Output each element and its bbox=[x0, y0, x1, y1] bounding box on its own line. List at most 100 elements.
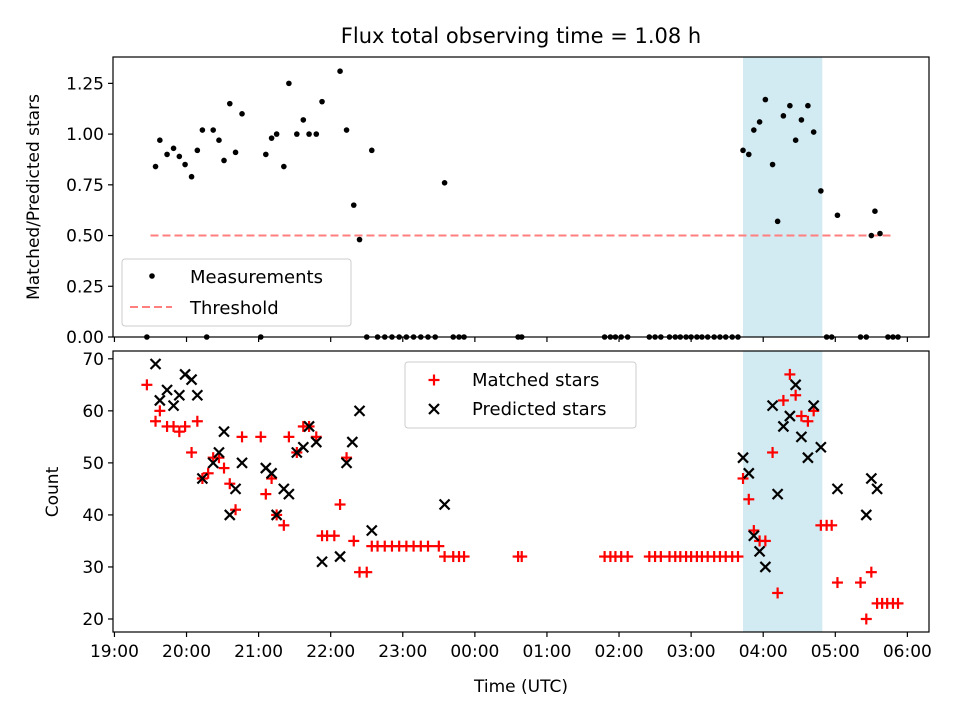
predicted-point-37-b bbox=[771, 488, 784, 500]
predicted-point-24-b bbox=[316, 555, 328, 568]
predicted-point-0 bbox=[149, 358, 162, 370]
matched-point-81 bbox=[790, 389, 802, 401]
measurement-point-86 bbox=[834, 212, 841, 219]
matched-point-76 bbox=[759, 535, 771, 547]
measurement-point-6 bbox=[182, 161, 188, 168]
ratio-y-tick-label-0: 0.00 bbox=[66, 328, 104, 348]
legend-matched-label: Matched stars bbox=[472, 370, 599, 391]
x-axis-label: Time (UTC) bbox=[473, 677, 568, 697]
legend-threshold-label: Threshold bbox=[189, 298, 279, 319]
measurement-point-33 bbox=[368, 147, 375, 154]
measurement-point-90 bbox=[872, 208, 878, 215]
predicted-point-41-b bbox=[795, 431, 808, 443]
measurement-point-7 bbox=[188, 173, 195, 180]
count-y-tick-label-2: 40 bbox=[82, 506, 104, 526]
predicted-point-12-b bbox=[223, 509, 236, 521]
predicted-point-39 bbox=[784, 410, 796, 422]
predicted-point-19 bbox=[283, 488, 295, 500]
measurement-point-18 bbox=[263, 151, 269, 158]
measurement-point-82 bbox=[810, 129, 817, 135]
matched-point-1 bbox=[150, 415, 162, 427]
predicted-point-3-b bbox=[167, 399, 180, 412]
measurement-point-78 bbox=[787, 102, 793, 109]
predicted-point-32-b bbox=[743, 467, 755, 480]
matched-point-8 bbox=[191, 415, 203, 427]
predicted-point-1 bbox=[154, 394, 166, 407]
matched-point-13 bbox=[218, 462, 230, 474]
matched-point-96 bbox=[892, 597, 904, 609]
measurement-point-89 bbox=[868, 232, 875, 239]
predicted-point-9 bbox=[207, 457, 219, 469]
measurement-point-22 bbox=[286, 80, 292, 87]
predicted-point-30 bbox=[438, 498, 451, 511]
legend-matched-marker bbox=[428, 374, 440, 386]
predicted-point-38-b bbox=[777, 420, 790, 433]
predicted-point-48 bbox=[871, 483, 883, 495]
predicted-point-16-b bbox=[265, 467, 278, 480]
x-tick-label-8: 03:00 bbox=[667, 642, 716, 662]
matched-point-21 bbox=[278, 519, 290, 531]
predicted-point-7 bbox=[191, 389, 204, 402]
predicted-point-27-b bbox=[346, 436, 359, 448]
measurement-point-21 bbox=[281, 163, 287, 170]
predicted-point-42-b bbox=[802, 451, 814, 464]
predicted-point-31 bbox=[737, 451, 749, 464]
measurement-point-28 bbox=[337, 68, 343, 75]
measurement-point-4 bbox=[170, 145, 177, 152]
matched-point-17 bbox=[255, 431, 267, 443]
matched-point-4 bbox=[168, 420, 180, 432]
predicted-point-43-b bbox=[807, 399, 820, 412]
measurement-point-43 bbox=[441, 179, 448, 186]
predicted-point-16 bbox=[265, 467, 278, 480]
predicted-point-25 bbox=[334, 550, 346, 563]
measurement-point-76 bbox=[774, 218, 781, 225]
measurement-point-30 bbox=[350, 202, 357, 208]
chart-title: Flux total observing time = 1.08 h bbox=[341, 24, 701, 48]
predicted-point-33-b bbox=[748, 529, 760, 542]
matched-point-22 bbox=[283, 431, 295, 443]
matched-point-73 bbox=[743, 493, 755, 505]
measurement-point-75 bbox=[769, 161, 776, 168]
predicted-point-42 bbox=[802, 451, 814, 464]
predicted-point-17-b bbox=[270, 509, 283, 521]
measurement-point-29 bbox=[343, 127, 350, 133]
predicted-point-4-b bbox=[173, 389, 186, 402]
predicted-point-26-b bbox=[340, 457, 353, 469]
matched-point-80 bbox=[784, 368, 796, 380]
predicted-point-0-b bbox=[149, 358, 162, 370]
count-y-tick-label-4: 60 bbox=[82, 402, 104, 422]
predicted-point-38 bbox=[777, 420, 790, 433]
measurement-point-74 bbox=[762, 96, 769, 103]
x-tick-label-10: 05:00 bbox=[811, 642, 860, 662]
count-panel-highlight-span bbox=[743, 351, 823, 632]
predicted-point-37 bbox=[771, 488, 784, 500]
predicted-point-48-b bbox=[871, 483, 883, 495]
measurement-point-1 bbox=[152, 163, 159, 170]
predicted-point-17 bbox=[270, 509, 283, 521]
ratio-legend-box bbox=[121, 258, 352, 327]
predicted-star-points bbox=[149, 358, 883, 573]
predicted-point-8-b bbox=[196, 472, 209, 485]
measurement-point-70 bbox=[740, 147, 746, 154]
count-legend: Matched stars Predicted stars bbox=[404, 361, 637, 429]
predicted-point-1-b bbox=[154, 394, 166, 407]
predicted-point-5-b bbox=[179, 368, 191, 381]
predicted-point-45 bbox=[831, 483, 844, 495]
matched-point-43 bbox=[422, 540, 434, 552]
legend-predicted-marker bbox=[428, 403, 440, 415]
matched-point-71 bbox=[732, 551, 744, 563]
x-tick-label-1: 20:00 bbox=[162, 642, 211, 662]
predicted-point-21-b bbox=[297, 441, 310, 454]
legend-measurement-label: Measurements bbox=[190, 267, 323, 288]
predicted-point-43 bbox=[807, 399, 820, 412]
ratio-panel: 0.00 0.25 0.50 0.75 1.00 1.25 Matched/Predict… bbox=[24, 56, 930, 348]
measurement-point-8 bbox=[194, 147, 201, 154]
x-tick-label-4: 23:00 bbox=[378, 642, 427, 662]
predicted-point-13 bbox=[229, 483, 242, 495]
predicted-point-19-b bbox=[283, 488, 295, 500]
measurement-point-12 bbox=[216, 137, 222, 143]
matched-point-7 bbox=[186, 446, 198, 458]
matched-point-82 bbox=[795, 410, 807, 422]
measurement-point-71 bbox=[745, 151, 752, 158]
